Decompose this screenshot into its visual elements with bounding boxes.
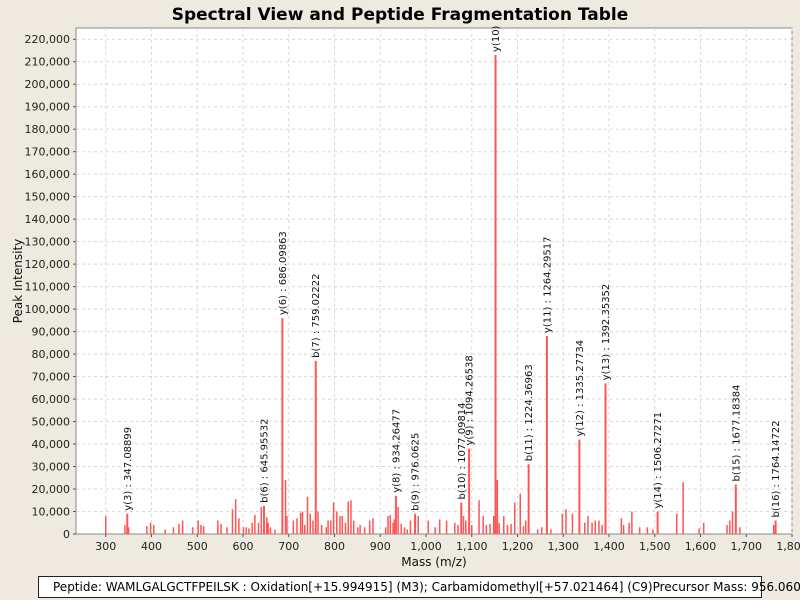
x-tick-label: 800	[324, 540, 345, 553]
x-tick-label: 300	[95, 540, 116, 553]
y-tick-label: 40,000	[32, 438, 71, 451]
peak-label: y(10)	[491, 25, 502, 52]
y-tick-label: 90,000	[32, 326, 71, 339]
y-tick-label: 220,000	[25, 33, 71, 46]
peak-label: y(9) : 1094.26538	[465, 355, 476, 445]
peak-label: y(12) : 1335.27734	[575, 340, 586, 437]
peak-annotations: y(3) : 347.08899 b(6) : 645.95532 y(6) : 6…	[123, 25, 782, 517]
y-tick-label: 120,000	[25, 258, 71, 271]
y-tick-label: 200,000	[25, 78, 71, 91]
x-tick-label: 1,800	[776, 540, 800, 553]
y-tick-label: 210,000	[25, 56, 71, 69]
x-tick-label: 1,000	[410, 540, 442, 553]
x-tick-label: 700	[278, 540, 299, 553]
peak-label: b(7) : 759.02222	[311, 274, 322, 358]
y-tick-label: 100,000	[25, 303, 71, 316]
peak-label: b(6) : 645.95532	[260, 419, 271, 503]
y-axis: 0 10,000 20,000 30,000 40,000 50,000 60,000 70,…	[25, 33, 76, 541]
x-tick-label: 900	[370, 540, 391, 553]
x-tick-label: 1,100	[456, 540, 488, 553]
x-tick-label: 1,200	[502, 540, 534, 553]
y-tick-label: 190,000	[25, 101, 71, 114]
peak-label: b(10) : 1077.09814	[457, 402, 468, 499]
precursor-mass: Precursor Mass: 956.0608	[652, 580, 800, 594]
peptide-sequence: Peptide: WAMLGALGCTFPEILSK : Oxidation[+…	[53, 580, 653, 594]
spectrum-chart: Spectral View and Peptide Fragmentation …	[11, 5, 800, 569]
y-tick-label: 140,000	[25, 213, 71, 226]
x-tick-label: 1,600	[685, 540, 717, 553]
y-tick-label: 180,000	[25, 123, 71, 136]
peak-label: b(11) : 1224.36963	[524, 364, 535, 461]
y-tick-label: 70,000	[32, 371, 71, 384]
y-tick-label: 160,000	[25, 168, 71, 181]
peptide-info-box: Peptide: WAMLGALGCTFPEILSK : Oxidation[+…	[38, 576, 800, 598]
peak-label: y(3) : 347.08899	[123, 427, 134, 511]
peak-label: b(15) : 1677.18384	[731, 384, 742, 481]
peak-label: b(16) : 1764.14722	[771, 420, 782, 517]
x-axis: 300 400 500 600 700 800 900 1,000 1,100 1,200 1,30…	[95, 534, 800, 553]
y-tick-label: 170,000	[25, 146, 71, 159]
x-tick-label: 1,300	[547, 540, 579, 553]
y-tick-label: 60,000	[32, 393, 71, 406]
y-tick-label: 80,000	[32, 348, 71, 361]
x-tick-label: 1,700	[730, 540, 762, 553]
x-tick-label: 1,500	[639, 540, 671, 553]
peak-label: y(13) : 1392.35352	[601, 284, 612, 381]
peak-label: y(8) : 934.26477	[391, 409, 402, 493]
x-axis-label: Mass (m/z)	[401, 555, 466, 569]
grid-lines	[76, 28, 793, 534]
peak-label: b(9) : 976.0625	[411, 433, 422, 511]
peak-label: y(11) : 1264.29517	[542, 236, 553, 333]
y-axis-label: Peak Intensity	[11, 239, 25, 324]
x-tick-label: 1,400	[593, 540, 625, 553]
y-tick-label: 150,000	[25, 191, 71, 204]
y-tick-label: 110,000	[25, 281, 71, 294]
peak-label: y(14) : 1506.27271	[653, 412, 664, 509]
y-tick-label: 0	[63, 528, 70, 541]
chart-title: Spectral View and Peptide Fragmentation …	[172, 5, 629, 25]
peak-label: y(6) : 686.09863	[278, 231, 289, 315]
x-tick-label: 600	[232, 540, 253, 553]
y-tick-label: 10,000	[32, 506, 71, 519]
y-tick-label: 50,000	[32, 416, 71, 429]
x-tick-label: 500	[187, 540, 208, 553]
plot-area	[75, 27, 793, 535]
x-tick-label: 400	[141, 540, 162, 553]
peak-bars	[104, 54, 777, 534]
y-tick-label: 130,000	[25, 236, 71, 249]
y-tick-label: 30,000	[32, 461, 71, 474]
y-tick-label: 20,000	[32, 483, 71, 496]
